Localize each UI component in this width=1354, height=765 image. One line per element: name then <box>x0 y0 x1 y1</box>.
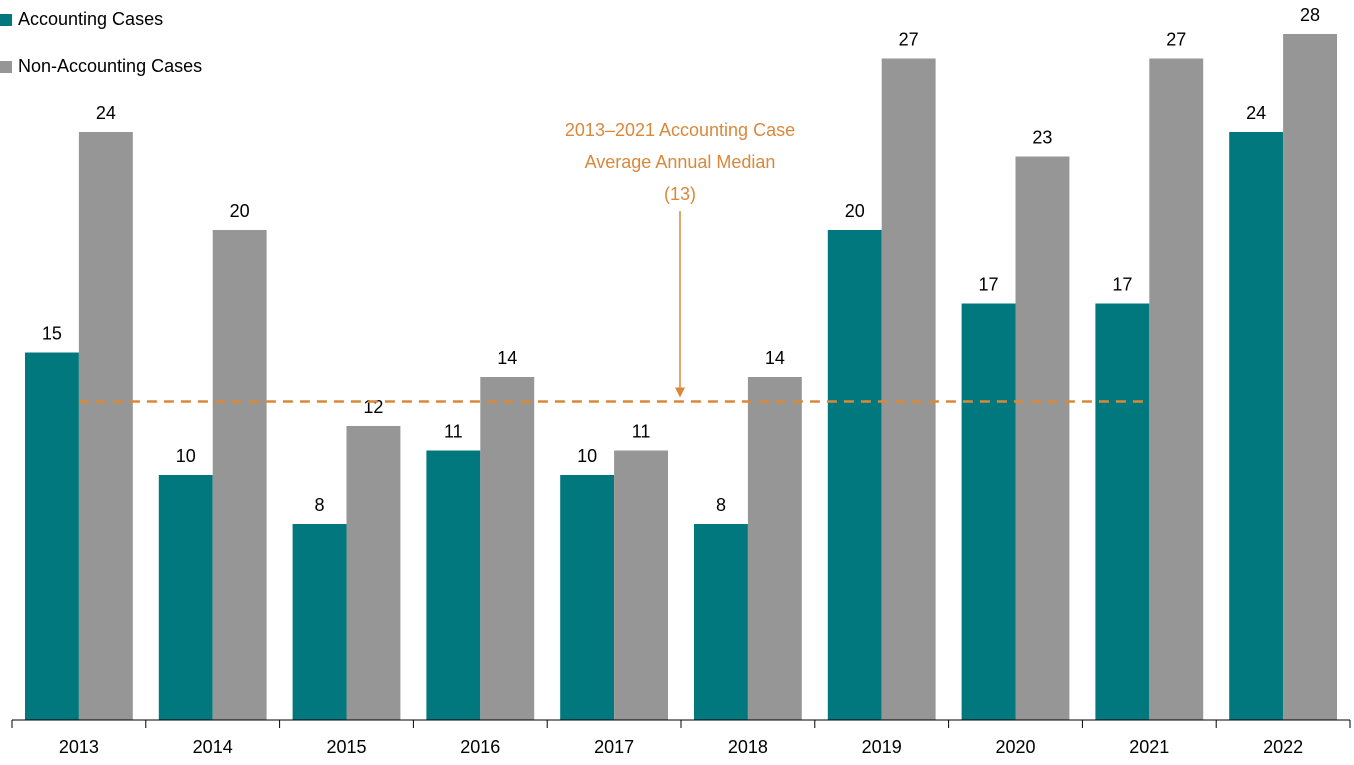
legend-label: Non-Accounting Cases <box>18 56 202 76</box>
annotation-arrowhead <box>675 387 685 398</box>
bar <box>1283 34 1337 720</box>
bar <box>747 377 802 720</box>
legend-label: Accounting Cases <box>18 9 163 29</box>
data-label: 17 <box>1112 274 1132 294</box>
bar <box>1229 132 1284 720</box>
data-label: 10 <box>176 446 196 466</box>
bar <box>212 230 267 720</box>
bar <box>426 450 481 720</box>
bar <box>560 475 615 720</box>
legend-swatch <box>0 61 12 73</box>
bar <box>827 230 882 720</box>
x-tick-label: 2022 <box>1263 737 1303 757</box>
bar <box>25 352 79 720</box>
data-label: 11 <box>632 421 651 441</box>
x-tick-label: 2013 <box>59 737 99 757</box>
x-tick-label: 2020 <box>995 737 1035 757</box>
bar <box>1149 58 1204 720</box>
bar <box>158 475 213 720</box>
data-label: 8 <box>716 495 726 515</box>
data-label: 20 <box>230 201 250 221</box>
x-tick-label: 2019 <box>862 737 902 757</box>
data-label: 12 <box>363 397 383 417</box>
bar <box>292 524 347 720</box>
data-label: 17 <box>979 274 999 294</box>
annotation-text: 2013–2021 Accounting Case <box>565 120 795 140</box>
data-label: 14 <box>497 348 517 368</box>
data-label: 10 <box>577 446 597 466</box>
bar <box>480 377 535 720</box>
x-tick-label: 2014 <box>193 737 233 757</box>
x-tick-label: 2016 <box>460 737 500 757</box>
annotation-text: (13) <box>664 184 696 204</box>
data-label: 8 <box>315 495 325 515</box>
bar <box>1095 303 1150 720</box>
data-label: 11 <box>444 421 463 441</box>
data-label: 24 <box>96 103 116 123</box>
bar <box>694 524 748 720</box>
bar <box>346 426 401 720</box>
data-label: 27 <box>1166 29 1186 49</box>
bar <box>881 58 936 720</box>
x-tick-label: 2018 <box>728 737 768 757</box>
x-tick-label: 2017 <box>594 737 634 757</box>
bar <box>614 450 668 720</box>
data-label: 20 <box>845 201 865 221</box>
x-tick-label: 2015 <box>326 737 366 757</box>
data-label: 24 <box>1246 103 1266 123</box>
bar <box>78 132 133 720</box>
annotation-text: Average Annual Median <box>585 152 776 172</box>
bar <box>1015 156 1070 720</box>
data-label: 15 <box>42 323 62 343</box>
data-label: 14 <box>765 348 785 368</box>
x-tick-label: 2021 <box>1129 737 1169 757</box>
data-label: 27 <box>899 29 919 49</box>
data-label: 28 <box>1300 5 1320 25</box>
data-label: 23 <box>1032 127 1052 147</box>
legend-swatch <box>0 14 12 26</box>
bar <box>961 303 1016 720</box>
